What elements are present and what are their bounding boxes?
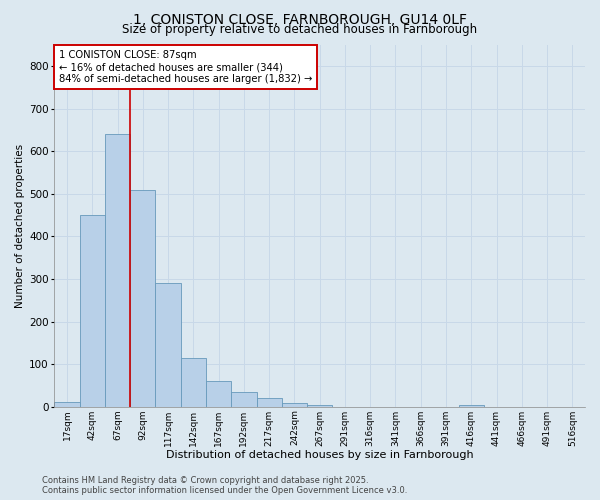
X-axis label: Distribution of detached houses by size in Farnborough: Distribution of detached houses by size … — [166, 450, 473, 460]
Bar — [458, 404, 484, 406]
Bar — [55, 402, 80, 406]
Text: 1 CONISTON CLOSE: 87sqm
← 16% of detached houses are smaller (344)
84% of semi-d: 1 CONISTON CLOSE: 87sqm ← 16% of detache… — [59, 50, 312, 84]
Text: 1, CONISTON CLOSE, FARNBOROUGH, GU14 0LF: 1, CONISTON CLOSE, FARNBOROUGH, GU14 0LF — [133, 12, 467, 26]
Bar — [130, 190, 155, 406]
Bar — [80, 215, 105, 406]
Bar — [231, 392, 257, 406]
Bar — [282, 404, 307, 406]
Bar — [206, 381, 231, 406]
Bar — [181, 358, 206, 406]
Bar — [257, 398, 282, 406]
Y-axis label: Number of detached properties: Number of detached properties — [15, 144, 25, 308]
Bar — [105, 134, 130, 406]
Text: Size of property relative to detached houses in Farnborough: Size of property relative to detached ho… — [122, 22, 478, 36]
Bar — [155, 284, 181, 406]
Bar — [307, 404, 332, 406]
Text: Contains HM Land Registry data © Crown copyright and database right 2025.
Contai: Contains HM Land Registry data © Crown c… — [42, 476, 407, 495]
